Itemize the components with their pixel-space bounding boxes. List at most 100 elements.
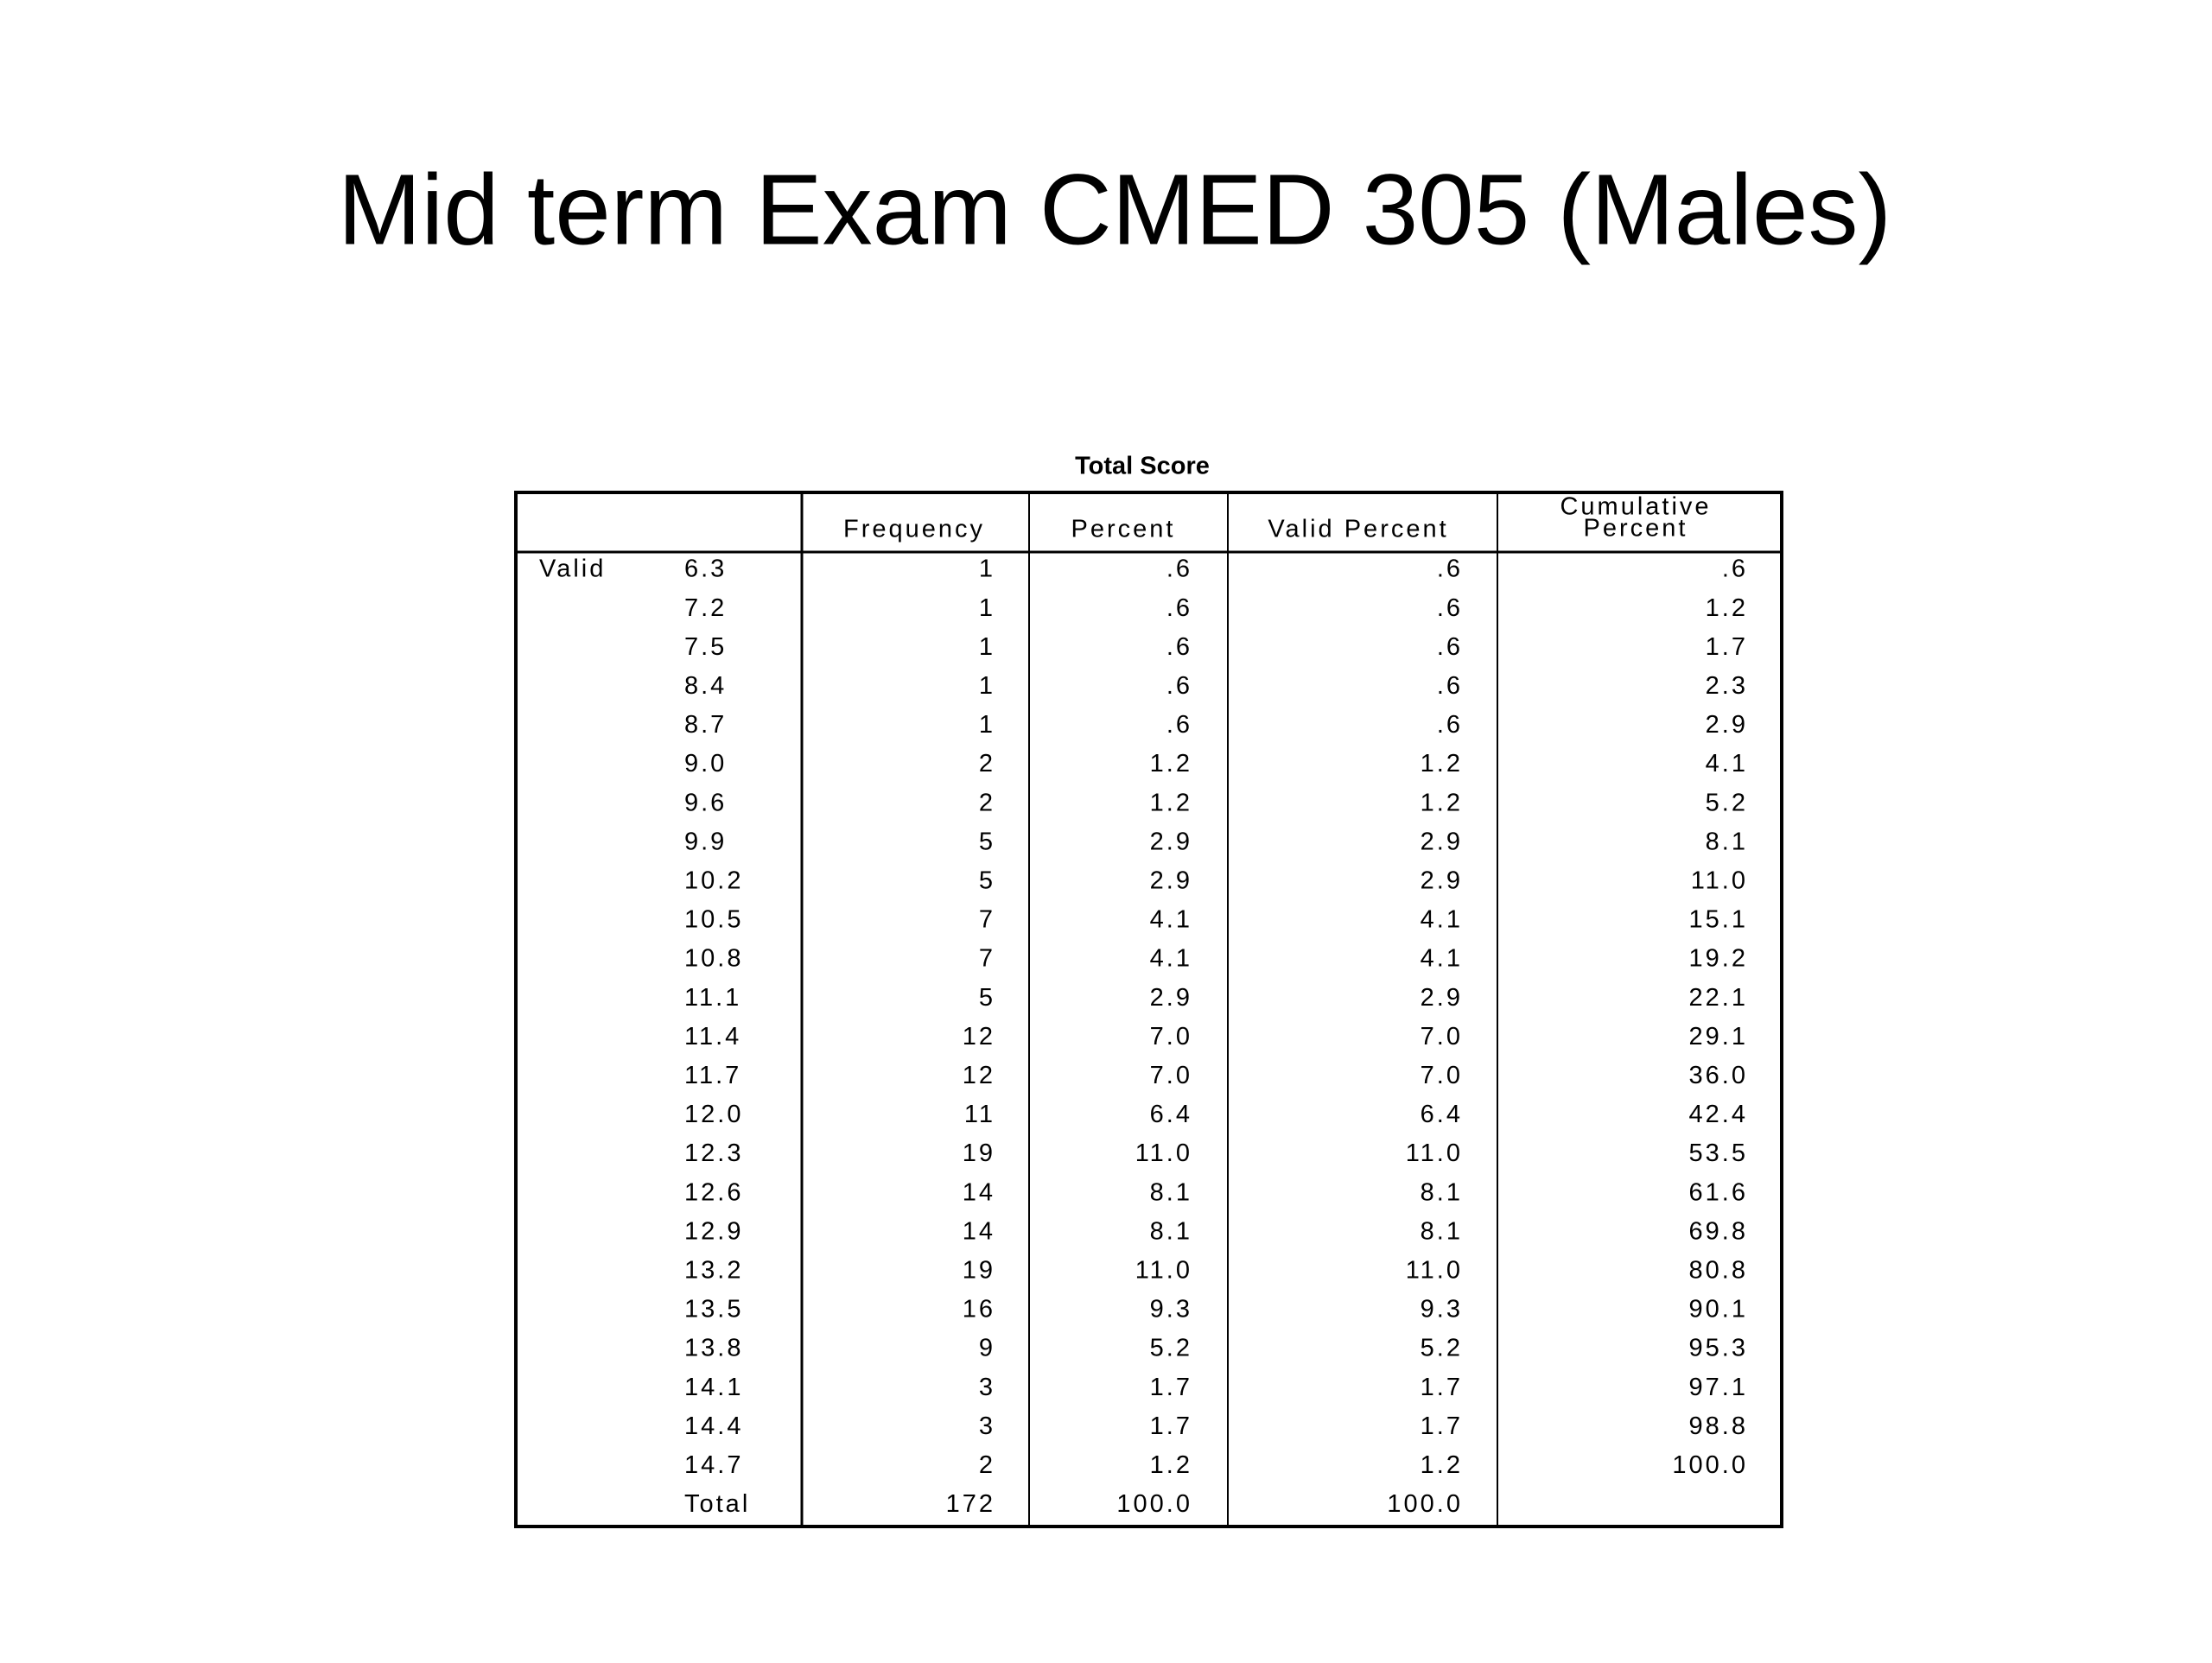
value-cell: 5: [979, 828, 995, 855]
value-cell: 53.5: [1689, 1139, 1748, 1167]
score-cell: 11.7: [684, 1062, 741, 1089]
score-cell: 9.6: [684, 789, 727, 816]
column-header: Percent: [1071, 516, 1176, 543]
value-cell: .6: [1437, 555, 1463, 583]
value-cell: 4.1: [1150, 945, 1192, 973]
total-label: Total: [684, 1490, 750, 1518]
score-cell: 10.8: [684, 945, 743, 973]
value-cell: 2.9: [1150, 866, 1192, 894]
table-border: [514, 491, 1783, 1528]
value-cell: .6: [1437, 633, 1463, 661]
value-cell: 1.7: [1706, 633, 1748, 661]
score-cell: 6.3: [684, 555, 727, 583]
value-cell: 4.1: [1421, 945, 1463, 973]
value-cell: 11.0: [1691, 866, 1748, 894]
value-cell: 95.3: [1689, 1335, 1748, 1362]
value-cell: 1.2: [1421, 750, 1463, 778]
score-cell: 14.7: [684, 1451, 743, 1479]
score-cell: 9.9: [684, 828, 727, 855]
value-cell: 8.1: [1421, 1217, 1463, 1245]
value-cell: 4.1: [1706, 750, 1748, 778]
value-cell: 11.0: [1406, 1139, 1463, 1167]
value-cell: 8.1: [1421, 1178, 1463, 1206]
value-cell: 7: [979, 906, 995, 934]
value-cell: 2.9: [1421, 866, 1463, 894]
value-cell: 15.1: [1689, 906, 1748, 934]
value-cell: 8.1: [1706, 828, 1748, 855]
value-cell: 7.0: [1150, 1023, 1192, 1050]
value-cell: 100.0: [1672, 1451, 1748, 1479]
value-cell: 7.0: [1421, 1023, 1463, 1050]
value-cell: 7.0: [1150, 1062, 1192, 1089]
value-cell: 90.1: [1689, 1296, 1748, 1323]
value-cell: 8.1: [1150, 1217, 1192, 1245]
table-frame: [514, 491, 1783, 1528]
value-cell: 4.1: [1150, 906, 1192, 934]
value-cell: 1.2: [1706, 594, 1748, 622]
score-cell: 8.7: [684, 711, 727, 739]
value-cell: 1.2: [1421, 1451, 1463, 1479]
value-cell: 9.3: [1150, 1296, 1192, 1323]
value-cell: 80.8: [1689, 1256, 1748, 1284]
value-cell: 2.9: [1706, 711, 1748, 739]
value-cell: 19: [963, 1139, 995, 1167]
value-cell: 1.2: [1421, 789, 1463, 816]
value-cell: 98.8: [1689, 1412, 1748, 1440]
value-cell: .6: [1166, 672, 1192, 700]
score-cell: 11.4: [684, 1023, 741, 1050]
value-cell: 42.4: [1689, 1101, 1748, 1128]
value-cell: 16: [963, 1296, 995, 1323]
value-cell: 1.7: [1421, 1412, 1463, 1440]
value-cell: 1.2: [1150, 789, 1192, 816]
value-cell: 1.7: [1421, 1374, 1463, 1401]
score-cell: 10.5: [684, 906, 743, 934]
score-cell: 10.2: [684, 866, 743, 894]
score-cell: 8.4: [684, 672, 727, 700]
value-cell: .6: [1166, 594, 1192, 622]
value-cell: 1: [979, 672, 995, 700]
score-cell: 11.1: [684, 984, 741, 1012]
value-cell: 6.4: [1421, 1101, 1463, 1128]
value-cell: 9: [979, 1335, 995, 1362]
value-cell: 11.0: [1406, 1256, 1463, 1284]
value-cell: 29.1: [1689, 1023, 1748, 1050]
value-cell: 61.6: [1689, 1178, 1748, 1206]
total-cell: 100.0: [1387, 1490, 1463, 1518]
score-cell: 12.0: [684, 1101, 743, 1128]
value-cell: 5.2: [1706, 789, 1748, 816]
slide-title: Mid term Exam CMED 305 (Males): [338, 154, 1891, 266]
score-cell: 13.5: [684, 1296, 743, 1323]
value-cell: 2.9: [1421, 984, 1463, 1012]
value-cell: 2: [979, 750, 995, 778]
score-cell: 14.1: [684, 1374, 743, 1401]
value-cell: .6: [1166, 633, 1192, 661]
value-cell: .6: [1437, 711, 1463, 739]
value-cell: 3: [979, 1412, 995, 1440]
score-cell: 9.0: [684, 750, 727, 778]
value-cell: 7: [979, 945, 995, 973]
value-cell: 12: [963, 1023, 995, 1050]
value-cell: .6: [1722, 555, 1748, 583]
value-cell: 8.1: [1150, 1178, 1192, 1206]
column-header: Percent: [1584, 515, 1688, 543]
value-cell: 2.9: [1150, 828, 1192, 855]
value-cell: .6: [1437, 672, 1463, 700]
value-cell: 4.1: [1421, 906, 1463, 934]
value-cell: 1.7: [1150, 1374, 1192, 1401]
score-cell: 13.2: [684, 1256, 743, 1284]
column-header: Frequency: [843, 516, 985, 543]
column-header: Valid Percent: [1268, 516, 1448, 543]
value-cell: 5.2: [1150, 1335, 1192, 1362]
value-cell: 2.9: [1421, 828, 1463, 855]
value-cell: 11.0: [1135, 1139, 1192, 1167]
value-cell: .6: [1166, 711, 1192, 739]
value-cell: 5: [979, 984, 995, 1012]
value-cell: 12: [963, 1062, 995, 1089]
value-cell: 97.1: [1689, 1374, 1748, 1401]
score-cell: 14.4: [684, 1412, 743, 1440]
value-cell: 1: [979, 594, 995, 622]
value-cell: 6.4: [1150, 1101, 1192, 1128]
value-cell: 1: [979, 633, 995, 661]
value-cell: 9.3: [1421, 1296, 1463, 1323]
